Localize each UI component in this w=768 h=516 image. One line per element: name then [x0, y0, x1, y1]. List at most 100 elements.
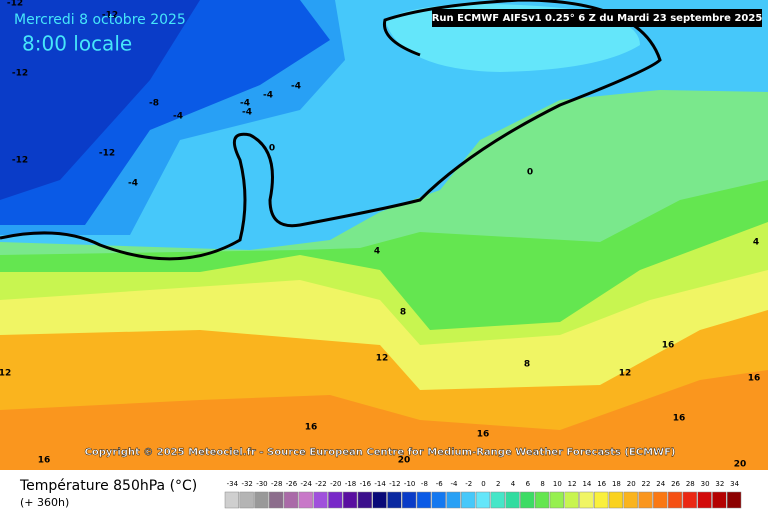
legend-tick: -34 — [227, 480, 239, 488]
legend-tick: -8 — [421, 480, 428, 488]
legend-swatch — [342, 491, 358, 509]
contour-label: -4 — [240, 99, 250, 109]
legend-tick: -26 — [286, 480, 298, 488]
legend-tick: -14 — [374, 480, 386, 488]
contour-label: 4 — [753, 238, 759, 248]
contour-label: 16 — [305, 423, 318, 433]
legend-swatch — [638, 491, 653, 509]
contour-label: -12 — [12, 156, 28, 166]
contour-label: 20 — [398, 456, 411, 466]
legend-tick: -24 — [301, 480, 313, 488]
legend-swatch — [328, 491, 343, 509]
legend-swatch — [446, 491, 461, 509]
legend-tick: 20 — [627, 480, 636, 488]
run-banner — [432, 9, 762, 27]
contour-label: 0 — [527, 168, 533, 178]
legend-tick: 32 — [715, 480, 724, 488]
legend-tick: -30 — [256, 480, 267, 488]
legend-swatch — [682, 491, 697, 509]
legend-swatch — [313, 491, 328, 509]
legend-swatch — [564, 491, 579, 509]
legend-tick: -20 — [330, 480, 341, 488]
run-info: Run ECMWF AIFSv1 0.25° 6 Z du Mardi 23 s… — [432, 13, 763, 24]
legend-tick: 22 — [642, 480, 651, 488]
legend-tick: -12 — [389, 480, 400, 488]
legend-title: Température 850hPa (°C) — [19, 478, 197, 494]
legend-swatch — [387, 491, 402, 509]
legend-swatch — [416, 491, 432, 509]
legend-swatch — [298, 491, 313, 509]
legend-swatch — [431, 491, 446, 509]
legend-tick: 10 — [553, 480, 562, 488]
zero-isotherm — [0, 0, 662, 261]
legend-swatch — [697, 491, 712, 509]
legend-swatch — [372, 491, 387, 509]
legend-swatch — [461, 491, 476, 509]
legend-swatch — [224, 491, 240, 509]
legend-tick: -18 — [345, 480, 356, 488]
contour-label: 16 — [748, 374, 761, 384]
contour-label: 12 — [619, 369, 632, 379]
contour-label: -4 — [173, 112, 183, 122]
legend-tick: 30 — [701, 480, 710, 488]
legend-swatch — [269, 491, 284, 509]
legend-tick: -6 — [436, 480, 444, 488]
contour-label: 16 — [38, 456, 51, 466]
legend-swatch — [534, 491, 550, 509]
legend-tick: -22 — [315, 480, 326, 488]
legend-tick: -10 — [404, 480, 415, 488]
legend-swatch — [608, 491, 624, 509]
legend-swatch — [357, 491, 372, 509]
contour-label: 20 — [734, 460, 747, 470]
contour-label: -12 — [12, 69, 28, 79]
legend-tick: 8 — [540, 480, 544, 488]
contour-label: -12 — [102, 11, 118, 21]
legend-swatch — [402, 491, 417, 509]
legend-swatch — [520, 491, 535, 509]
contour-label: -4 — [263, 91, 273, 101]
legend-tick: 14 — [582, 480, 591, 488]
legend-tick: 2 — [496, 480, 500, 488]
contour-label: 8 — [524, 360, 530, 370]
legend-tick: 0 — [481, 480, 485, 488]
legend-swatch — [653, 491, 668, 509]
legend-tick: 26 — [671, 480, 680, 488]
legend-swatch — [623, 491, 638, 509]
legend-swatch — [505, 491, 520, 509]
legend-tick: 16 — [597, 480, 606, 488]
legend-tick: 6 — [526, 480, 531, 488]
legend-tick: 28 — [686, 480, 695, 488]
legend-tick: -2 — [465, 480, 472, 488]
legend-swatch — [283, 491, 299, 509]
legend-swatch — [475, 491, 491, 509]
contour-label: 0 — [269, 144, 275, 154]
legend-swatch — [594, 491, 609, 509]
legend-swatch — [667, 491, 683, 509]
temp-zone — [0, 0, 200, 200]
contour-label: -8 — [149, 99, 159, 109]
legend-swatch — [726, 491, 742, 509]
legend-tick: -16 — [360, 480, 372, 488]
legend-tick: 24 — [656, 480, 665, 488]
legend-tick: 18 — [612, 480, 621, 488]
lead-time: (+ 360h) — [20, 496, 69, 509]
legend-swatch — [712, 491, 727, 509]
legend-tick: -28 — [271, 480, 282, 488]
contour-label: 16 — [662, 341, 675, 351]
legend-tick: 34 — [730, 480, 739, 488]
contour-label: 8 — [400, 308, 406, 318]
contour-label: 12 — [0, 369, 11, 379]
legend-tick: -4 — [450, 480, 458, 488]
contour-label: 4 — [374, 247, 380, 257]
legend-swatch — [579, 491, 594, 509]
legend-swatch — [549, 491, 564, 509]
forecast-date: Mercredi 8 octobre 2025 — [14, 12, 186, 28]
legend-tick: 4 — [511, 480, 516, 488]
legend-swatch — [239, 491, 254, 509]
legend-swatch — [254, 491, 269, 509]
contour-label: 16 — [673, 414, 686, 424]
contour-label: -12 — [7, 0, 23, 9]
legend-tick: 12 — [568, 480, 577, 488]
